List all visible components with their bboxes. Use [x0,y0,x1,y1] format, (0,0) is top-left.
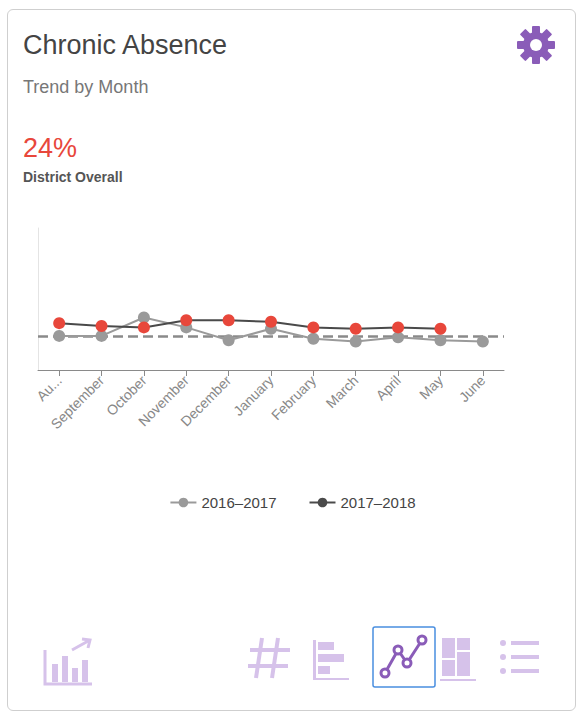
svg-text:April: April [373,372,404,403]
svg-text:February: February [268,372,319,423]
svg-text:2016–2017: 2016–2017 [201,494,276,511]
html-text:Trend by Month: Trend by Month [23,77,149,97]
svg-text:Au...: Au... [33,372,65,404]
svg-text:January: January [230,372,277,419]
svg-text:November: November [135,372,192,430]
svg-text:2017–2018: 2017–2018 [341,494,416,511]
svg-text:September: September [48,372,108,432]
svg-text:May: May [416,372,446,402]
svg-text:June: June [456,372,489,405]
html-text:District Overall: District Overall [23,169,123,185]
svg-text:March: March [323,372,362,411]
svg-text:October: October [103,372,150,419]
svg-text:December: December [177,372,234,429]
html-text:24%: 24% [23,133,77,163]
html-text:Chronic Absence: Chronic Absence [23,30,228,60]
